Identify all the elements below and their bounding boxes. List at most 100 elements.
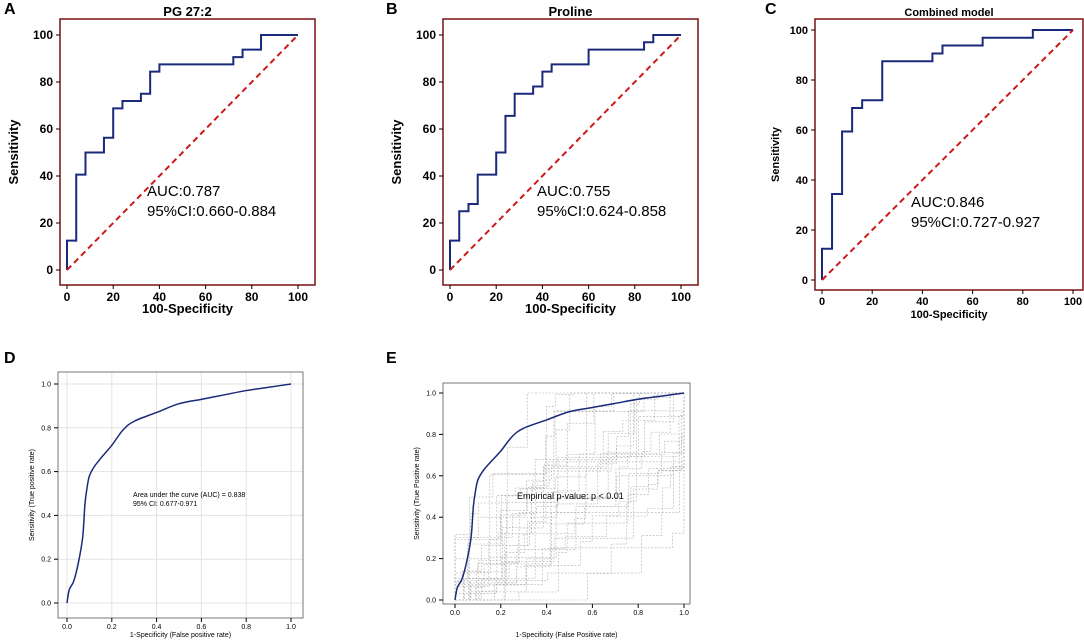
- y-tick-label: 0.0: [41, 600, 51, 607]
- panel-d: D 0.0 0.2 0.4 0.6 0.8 1.0 0.0 0.2 0.4 0.6 0.8 1.0 1-S…: [4, 350, 304, 639]
- x-tick-label: 0.6: [197, 624, 207, 631]
- permutation-roc-curve: [455, 392, 684, 601]
- chart-title: PG 27:2: [163, 4, 211, 19]
- permutation-roc-curve: [454, 392, 684, 600]
- permutation-roc-curve: [455, 393, 685, 601]
- y-tick-label: 80: [796, 75, 808, 87]
- y-axis-label: Sensitivity (True positive rate): [29, 449, 36, 541]
- plot-frame: [814, 18, 1084, 291]
- plot-frame: [442, 382, 691, 605]
- y-axis-label: Sensitivity: [770, 126, 782, 182]
- panel-a: A PG 27:2 0 20 40 60 80 100 0 20 40 60 80 100 100-Spec…: [4, 1, 316, 316]
- x-tick-label: 40: [153, 290, 167, 304]
- y-tick-label: 40: [796, 175, 808, 187]
- y-tick-label: 0.4: [41, 513, 51, 520]
- permutation-roc-curve: [455, 393, 685, 601]
- roc-curve: [821, 29, 1073, 280]
- y-tick-label: 60: [423, 122, 437, 136]
- y-tick-label: 0.4: [426, 515, 436, 522]
- permutation-roc-curve: [454, 392, 684, 600]
- permutation-roc-curve: [454, 392, 684, 600]
- panel-b: B Proline 0 20 40 60 80 100 0 20 40 60 80 100 100-Spec…: [386, 1, 699, 316]
- y-tick-label: 80: [423, 75, 437, 89]
- annotation-auc: Empirical p-value: p < 0.01: [517, 491, 624, 501]
- y-tick-label: 0.8: [41, 425, 51, 432]
- x-tick-label: 0: [819, 296, 825, 308]
- panel-c: C Combined model 0 20 40 60 80 100 0 20 40 60 80 100 1…: [765, 1, 1084, 321]
- y-tick-label: 40: [423, 169, 437, 183]
- chart-title: Combined model: [904, 7, 993, 19]
- x-tick-label: 100: [288, 290, 308, 304]
- y-tick-label: 0.6: [426, 473, 436, 480]
- x-tick-label: 0.6: [588, 610, 598, 617]
- annotation-ci: 95%CI:0.624-0.858: [537, 203, 666, 220]
- y-tick-label: 20: [40, 216, 54, 230]
- y-tick-label: 100: [416, 28, 436, 42]
- x-tick-label: 0.2: [496, 610, 506, 617]
- x-tick-label: 0: [447, 290, 454, 304]
- y-tick-label: 60: [796, 125, 808, 137]
- y-axis-label: Sensitivity: [6, 119, 21, 185]
- x-axis-label: 100-Specificity: [910, 309, 988, 321]
- x-tick-label: 100: [1064, 296, 1082, 308]
- x-tick-label: 80: [245, 290, 259, 304]
- y-tick-label: 0.2: [426, 556, 436, 563]
- y-axis-label: Sensitivity (True Positive rate): [414, 447, 421, 540]
- panel-label: A: [4, 1, 16, 18]
- y-tick-label: 0: [46, 263, 53, 277]
- x-axis-label: 100-Specificity: [142, 301, 234, 316]
- y-tick-label: 20: [423, 216, 437, 230]
- roc-curve: [454, 392, 685, 601]
- y-tick-label: 100: [33, 28, 53, 42]
- permutation-roc-curve: [454, 392, 684, 600]
- permutation-roc-curve: [455, 393, 685, 601]
- x-tick-label: 20: [866, 296, 878, 308]
- y-tick-label: 100: [790, 25, 808, 37]
- panel-label: D: [4, 350, 16, 367]
- x-tick-label: 1.0: [286, 624, 296, 631]
- y-tick-label: 40: [40, 169, 54, 183]
- panel-label: E: [386, 350, 397, 367]
- x-tick-label: 40: [916, 296, 928, 308]
- plot-frame: [59, 18, 316, 286]
- permutation-roc-curve: [454, 392, 684, 600]
- y-axis-label: Sensitivity: [389, 119, 404, 185]
- annotation-auc: AUC:0.755: [537, 183, 610, 200]
- x-tick-label: 60: [582, 290, 596, 304]
- y-tick-label: 0.0: [426, 597, 436, 604]
- y-tick-label: 0.2: [41, 557, 51, 564]
- permutation-roc-curve: [455, 392, 684, 601]
- chart-title: Proline: [548, 4, 592, 19]
- permutation-roc-curve: [455, 393, 685, 601]
- permutation-roc-curve: [455, 393, 685, 601]
- permutation-roc-curve: [455, 393, 685, 601]
- roc-curve: [449, 34, 681, 270]
- permutation-roc-curve: [454, 393, 685, 600]
- x-tick-label: 0.0: [450, 610, 460, 617]
- permutation-roc-curve: [454, 393, 685, 600]
- permutation-roc-curve: [454, 393, 685, 600]
- x-tick-label: 0.0: [62, 624, 72, 631]
- x-tick-label: 0: [64, 290, 71, 304]
- permutation-roc-curve: [455, 393, 685, 601]
- x-tick-label: 80: [628, 290, 642, 304]
- y-tick-label: 0: [802, 275, 808, 287]
- panel-label: B: [386, 1, 398, 18]
- permutation-roc-curve: [454, 392, 684, 600]
- panel-label: C: [765, 1, 777, 18]
- y-tick-label: 0.6: [41, 469, 51, 476]
- x-tick-label: 100: [671, 290, 691, 304]
- y-tick-label: 0.8: [426, 432, 436, 439]
- x-tick-label: 60: [966, 296, 978, 308]
- annotation-ci: 95%CI:0.727-0.927: [911, 214, 1040, 231]
- permutation-roc-curve: [455, 393, 685, 601]
- x-axis-label: 1-Specificity (False positive rate): [130, 632, 231, 639]
- annotation-auc: AUC:0.846: [911, 194, 984, 211]
- y-tick-label: 80: [40, 75, 54, 89]
- annotation-auc: AUC:0.787: [147, 183, 220, 200]
- plot-frame: [442, 18, 699, 286]
- roc-curve: [66, 383, 292, 604]
- reference-diagonal: [66, 34, 299, 271]
- y-tick-label: 1.0: [41, 381, 51, 388]
